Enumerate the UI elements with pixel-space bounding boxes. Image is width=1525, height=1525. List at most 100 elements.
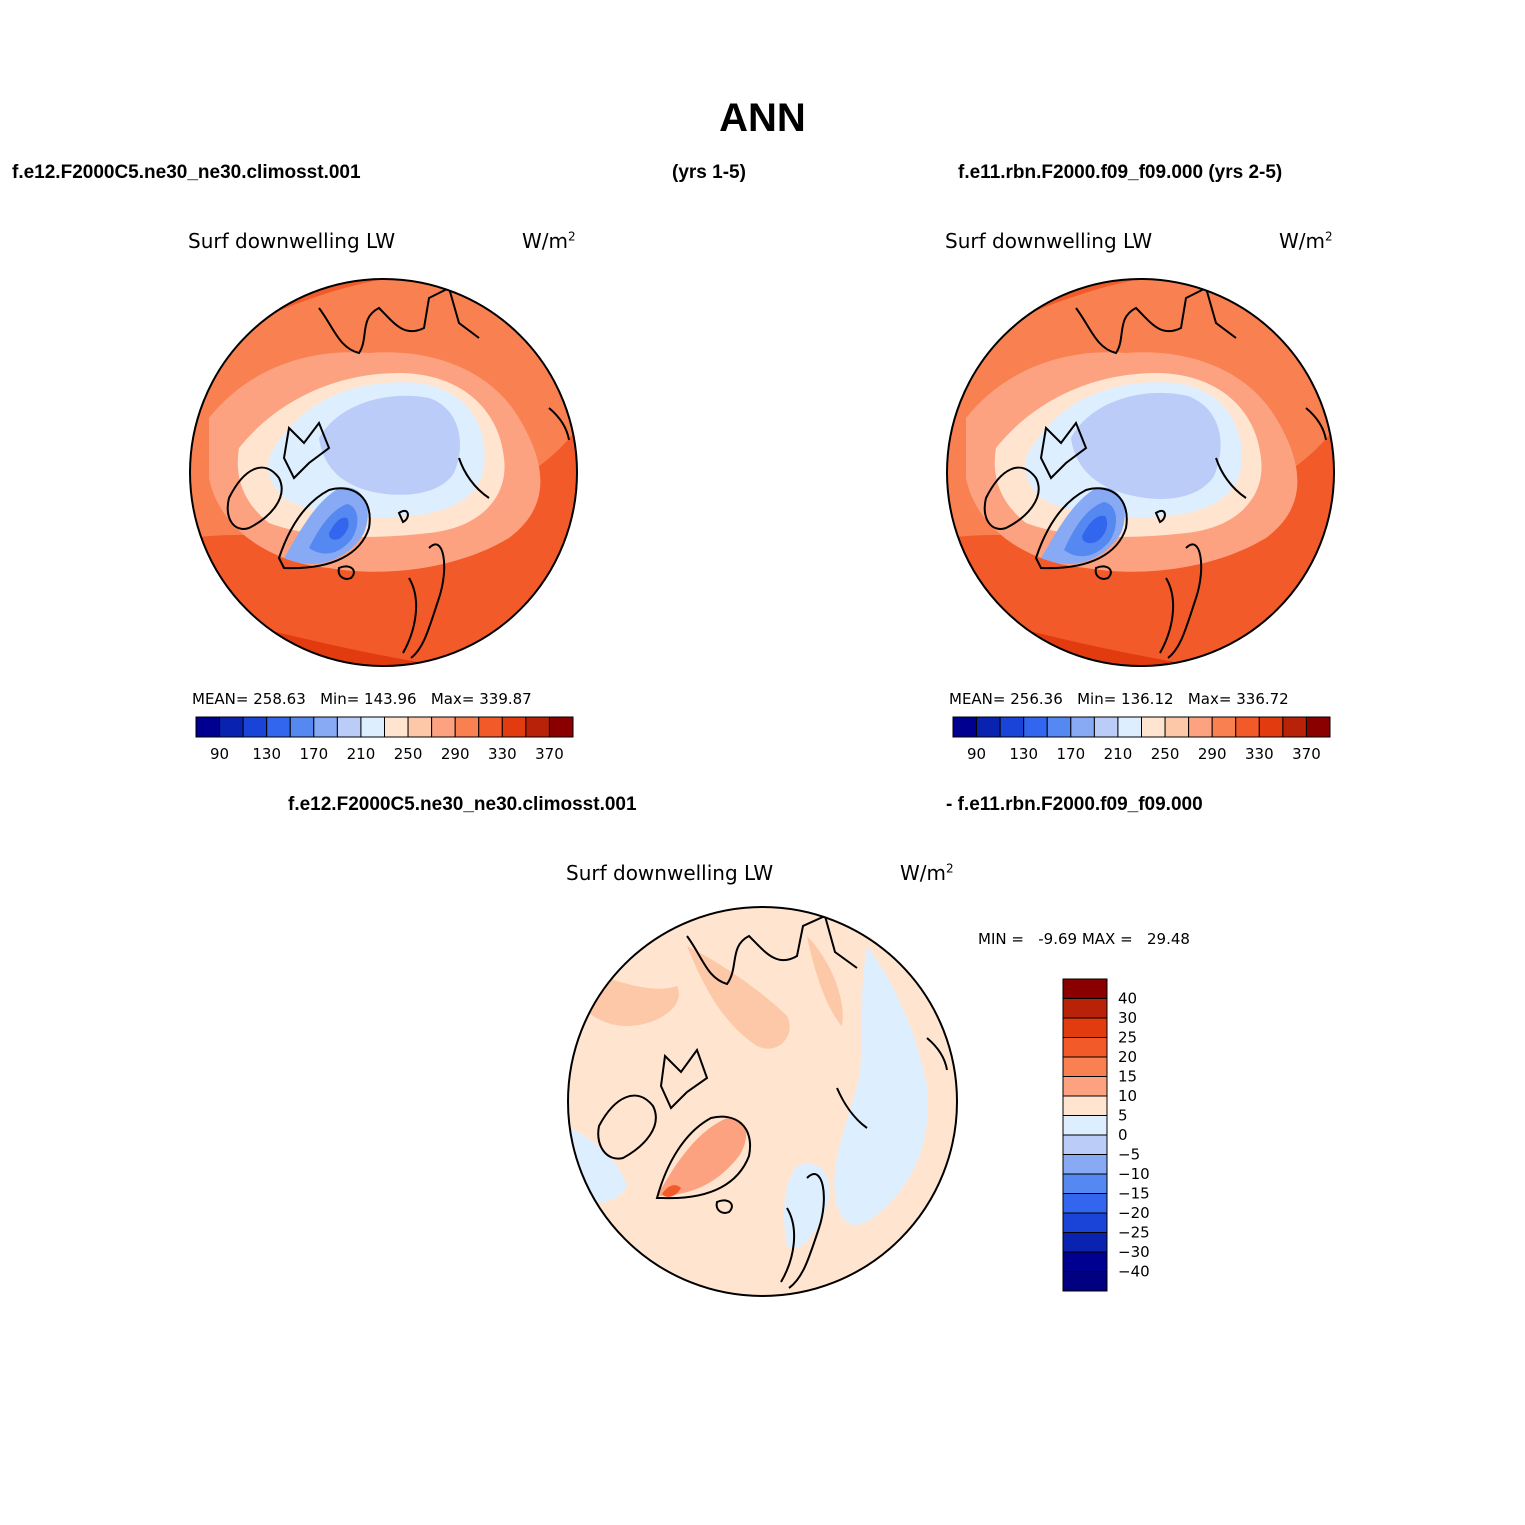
map-boundary	[567, 906, 958, 1297]
coastlines	[983, 286, 1327, 659]
colorbar-box	[1211, 716, 1237, 738]
colorbar-tick-label: 330	[1245, 745, 1274, 763]
colorbar-tick-label: 90	[967, 745, 986, 763]
colorbar-box	[525, 716, 550, 738]
colorbar-tick-label: 250	[1151, 745, 1180, 763]
colorbar-box	[1062, 1076, 1108, 1097]
case2-label: f.e11.rbn.F2000.f09_f09.000 (yrs 2-5)	[958, 162, 1283, 183]
panel1-stats: MEAN= 258.63 Min= 143.96 Max= 339.87	[192, 690, 532, 708]
field-band	[329, 517, 349, 540]
field-band	[834, 946, 928, 1225]
colorbar-box	[1062, 998, 1108, 1019]
colorbar-panel2: 90 130 170 210 250 290 330 370	[952, 716, 1331, 763]
colorbar-box	[1062, 1115, 1108, 1136]
colorbar-box	[1164, 716, 1190, 738]
colorbar-tick-label: 210	[347, 745, 376, 763]
colorbar-box	[1023, 716, 1048, 738]
colorbar-box	[407, 716, 433, 738]
colorbar-tick-label: 290	[1198, 745, 1227, 763]
field-band	[657, 1117, 747, 1196]
colorbar-box	[1062, 1017, 1108, 1038]
colorbar-tick-label: −10	[1118, 1165, 1150, 1183]
colorbar-box	[360, 716, 385, 738]
colorbar-tick-label: 250	[394, 745, 423, 763]
colorbar-box	[1062, 1271, 1108, 1292]
colorbar-box	[1062, 1232, 1108, 1253]
field-band	[687, 946, 790, 1049]
colorbar-box	[431, 716, 456, 738]
colorbar-tick-label: −30	[1118, 1243, 1150, 1261]
map-panel-1	[189, 278, 578, 667]
colorbar-tick-label: −20	[1118, 1204, 1150, 1222]
panel3-stats: MIN = -9.69 MAX = 29.48	[978, 930, 1190, 948]
colorbar-box	[219, 716, 244, 738]
panel2-mean: 256.36	[1010, 690, 1063, 708]
colorbar-tick-label: 170	[1056, 745, 1085, 763]
map-panel-3	[567, 906, 958, 1297]
colorbar-tick-label: −25	[1118, 1224, 1150, 1242]
colorbar-box	[548, 716, 574, 738]
colorbar-box	[1062, 1251, 1108, 1272]
colorbar-box	[1117, 716, 1142, 738]
colorbar-tick-label: 170	[299, 745, 328, 763]
colorbar-tick-label: 130	[1009, 745, 1038, 763]
colorbar-tick-label: 40	[1118, 990, 1137, 1008]
colorbar-tick-label: 15	[1118, 1068, 1137, 1086]
colorbar-tick-label: 30	[1118, 1009, 1137, 1027]
colorbar-tick-label: 210	[1104, 745, 1133, 763]
field-band	[1082, 515, 1108, 544]
colorbar-box	[1062, 1173, 1108, 1194]
map-boundary	[189, 278, 578, 667]
panel2-min: 136.12	[1121, 690, 1174, 708]
coastlines	[226, 286, 570, 659]
field-band	[319, 395, 461, 495]
colorbar-box	[1062, 1095, 1108, 1116]
colorbar-tick-label: 130	[252, 745, 281, 763]
field-band	[662, 1185, 681, 1197]
colorbar-panel1: 90 130 170 210 250 290 330 370	[195, 716, 574, 763]
panel2-max: 336.72	[1236, 690, 1289, 708]
colorbar-box	[1282, 716, 1307, 738]
colorbar-box	[1235, 716, 1260, 738]
colorbar-box	[1062, 1056, 1108, 1077]
colorbar-box	[1062, 1037, 1108, 1058]
colorbar-tick-label: 20	[1118, 1048, 1137, 1066]
colorbar-box	[1062, 1193, 1108, 1214]
diff-case2-label: - f.e11.rbn.F2000.f09_f09.000	[946, 794, 1203, 815]
panel3-variable: Surf downwelling LW	[566, 861, 774, 885]
panel3-max: 29.48	[1146, 930, 1190, 948]
colorbar-box	[976, 716, 1001, 738]
colorbar-box	[1188, 716, 1213, 738]
field-band	[784, 1163, 830, 1249]
colorbar-box	[1070, 716, 1095, 738]
colorbar-box	[999, 716, 1025, 738]
panel1-units: W/m2	[522, 229, 576, 253]
colorbar-tick-label: 5	[1118, 1107, 1128, 1125]
colorbar-tick-label: 370	[1292, 745, 1321, 763]
colorbar-box	[336, 716, 362, 738]
colorbar-tick-label: 330	[488, 745, 517, 763]
coastlines	[597, 914, 948, 1289]
case1-years-label: (yrs 1-5)	[672, 162, 746, 183]
colorbar-tick-label: 0	[1118, 1126, 1128, 1144]
panel1-variable: Surf downwelling LW	[188, 229, 396, 253]
panel1-mean: 258.63	[253, 690, 306, 708]
colorbar-box	[1141, 716, 1166, 738]
case1-label: f.e12.F2000C5.ne30_ne30.climosst.001	[12, 162, 361, 183]
colorbar-tick-label: 10	[1118, 1087, 1137, 1105]
colorbar-box	[478, 716, 503, 738]
colorbar-tick-label: 370	[535, 745, 564, 763]
colorbar-box	[1305, 716, 1331, 738]
colorbar-box	[1062, 1154, 1108, 1175]
colorbar-tick-label: −40	[1118, 1263, 1150, 1281]
figure-title: ANN	[719, 96, 806, 140]
colorbar-box	[242, 716, 268, 738]
colorbar-box	[384, 716, 409, 738]
colorbar-box	[195, 716, 221, 738]
colorbar-box	[313, 716, 338, 738]
colorbar-box	[1062, 978, 1108, 999]
field-band	[1071, 392, 1221, 499]
colorbar-box	[266, 716, 291, 738]
colorbar-tick-label: −5	[1118, 1146, 1140, 1164]
panel2-variable: Surf downwelling LW	[945, 229, 1153, 253]
